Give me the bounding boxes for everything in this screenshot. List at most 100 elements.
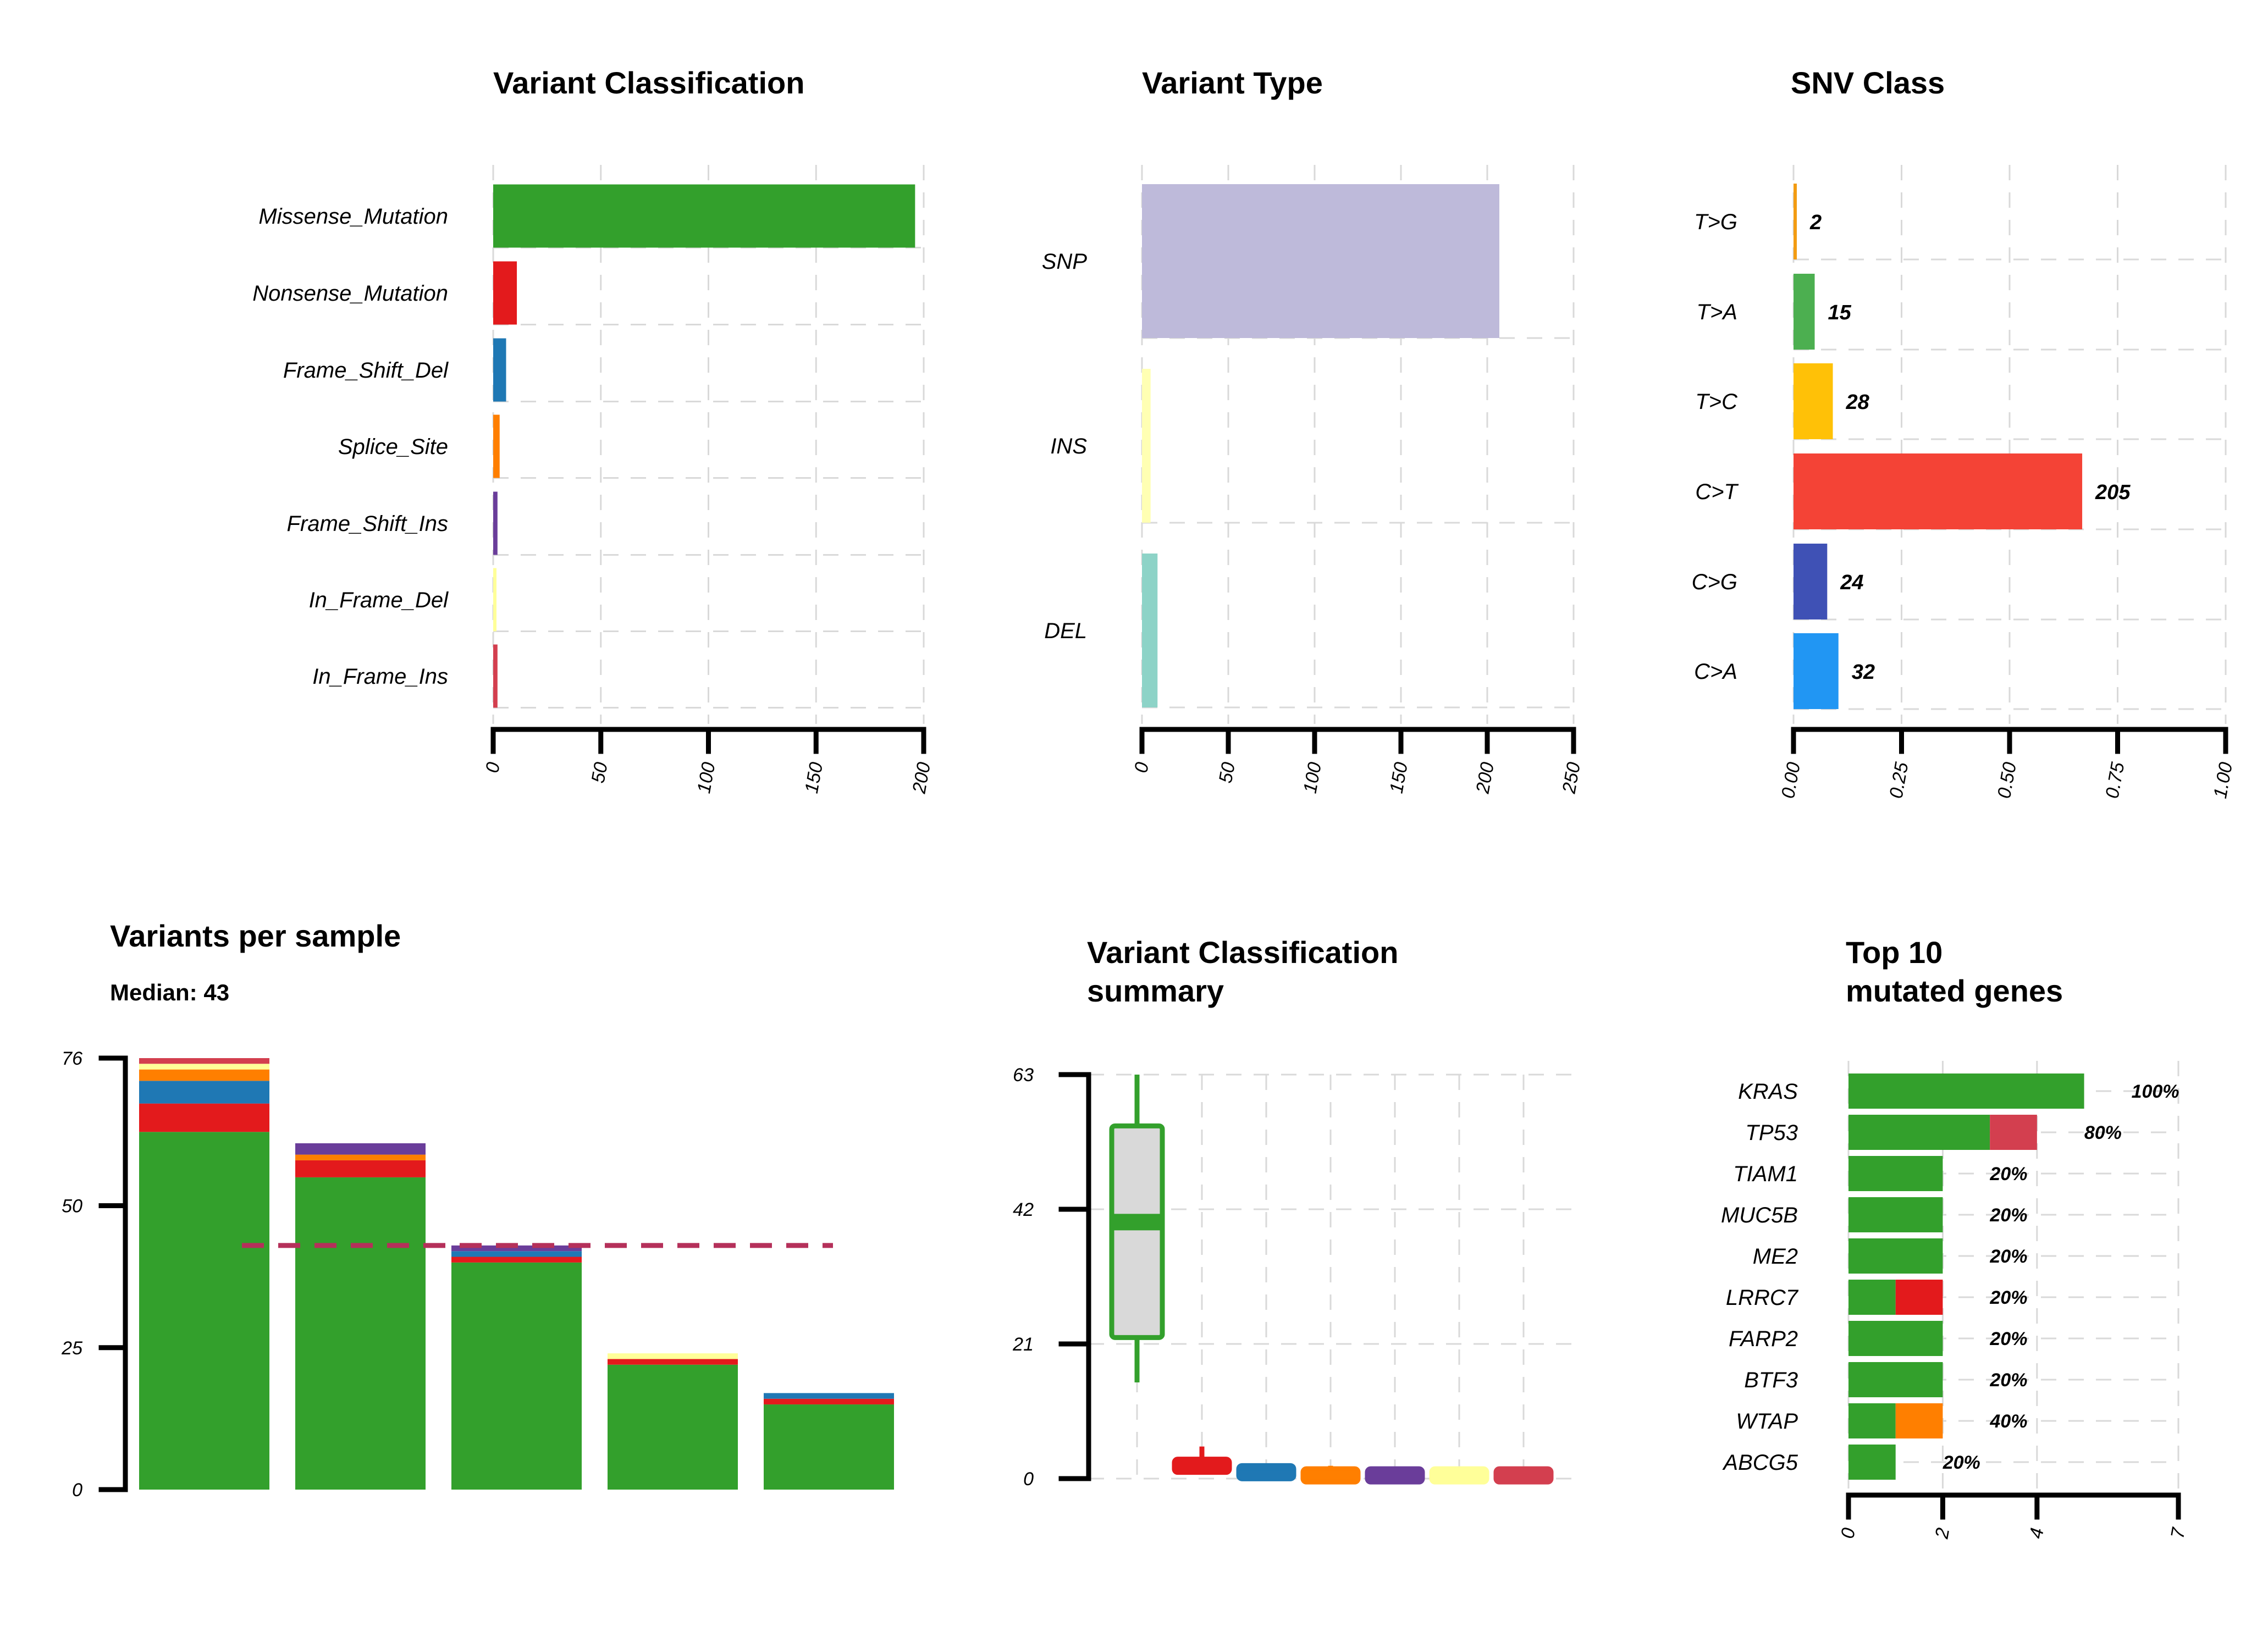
- data-label: 24: [1840, 571, 1863, 594]
- sample-bar-segment-Frame_Shift_Del: [764, 1393, 894, 1399]
- category-label: SNP: [1042, 250, 1088, 274]
- x-tick-label: 0.00: [1778, 761, 1805, 800]
- sample-bar-segment-Splice_Site: [139, 1069, 269, 1081]
- x-tick-label: 150: [801, 761, 827, 795]
- gene-label: BTF3: [1744, 1368, 1798, 1392]
- percent-label: 20%: [1989, 1164, 2027, 1185]
- percent-label: 40%: [1989, 1411, 2027, 1432]
- bar-Frame_Shift_Del: [493, 338, 506, 402]
- x-tick-label: 0: [482, 761, 504, 774]
- x-tick-label: 7: [2167, 1526, 2189, 1540]
- gene-bar-segment-Missense_Mutation: [1848, 1073, 2084, 1109]
- category-label: DEL: [1044, 619, 1087, 643]
- category-label: T>C: [1695, 390, 1738, 414]
- bar-T>C: [1794, 363, 1833, 439]
- gene-label: TIAM1: [1733, 1162, 1798, 1186]
- top10-title-line2: mutated genes: [1846, 973, 2063, 1008]
- y-tick-label: 76: [62, 1048, 82, 1069]
- data-label: 205: [2095, 481, 2131, 504]
- x-tick-label: 200: [1472, 761, 1498, 796]
- sample-bar-segment-Frame_Shift_Del: [451, 1251, 582, 1257]
- sample-bar-segment-Frame_Shift_Del: [139, 1081, 269, 1104]
- percent-label: 80%: [2084, 1122, 2122, 1143]
- x-tick-label: 100: [693, 761, 719, 795]
- snv-class-title: SNV Class: [1791, 65, 1945, 100]
- sample-bar-segment-Missense_Mutation: [451, 1262, 582, 1490]
- variant-classification-chart: Missense_Mutation Nonsense_Mutation Frame_…: [252, 165, 935, 795]
- sample-bar-segment-In_Frame_Ins: [139, 1058, 269, 1064]
- x-tick-label: 250: [1558, 761, 1584, 796]
- vc-summary-title-line1: Variant Classification: [1087, 935, 1398, 970]
- y-tick-label: 0: [1023, 1469, 1034, 1490]
- gene-bar-segment-Nonsense_Mutation: [1895, 1280, 1943, 1315]
- category-label: C>G: [1692, 570, 1737, 594]
- category-label: Missense_Mutation: [258, 204, 448, 229]
- top10-mutated-genes-chart: KRAS 100% TP53 80% TIAM1 20% MUC5B 20% ME2 20% LRR…: [1721, 1061, 2189, 1541]
- data-label: 2: [1809, 211, 1822, 234]
- x-tick-label: 0.25: [1885, 761, 1912, 800]
- gene-label: MUC5B: [1721, 1203, 1798, 1227]
- y-tick-label: 42: [1013, 1199, 1034, 1220]
- bar-SNP: [1142, 184, 1499, 338]
- x-tick-label: 2: [1931, 1526, 1954, 1541]
- box-median-In_Frame_Ins: [1496, 1477, 1551, 1480]
- top10-title-line1: Top 10: [1846, 935, 1943, 970]
- x-tick-label: 200: [908, 761, 934, 796]
- box-median-Frame_Shift_Del: [1239, 1470, 1294, 1474]
- box-median-In_Frame_Del: [1432, 1477, 1487, 1480]
- x-tick-label: 100: [1300, 761, 1326, 795]
- category-label: In_Frame_Ins: [312, 665, 448, 689]
- category-label: C>T: [1695, 480, 1739, 504]
- percent-label: 20%: [1943, 1452, 1980, 1473]
- sample-bar-segment-Nonsense_Mutation: [295, 1160, 426, 1177]
- y-tick-label: 50: [62, 1196, 82, 1217]
- gene-bar-segment-Missense_Mutation: [1848, 1403, 1896, 1438]
- gene-bar-segment-Missense_Mutation: [1848, 1280, 1896, 1315]
- category-label: Frame_Shift_Del: [283, 358, 449, 383]
- category-label: T>A: [1697, 300, 1737, 324]
- bar-Missense_Mutation: [493, 184, 915, 248]
- bar-C>A: [1794, 633, 1839, 709]
- percent-label: 20%: [1989, 1329, 2027, 1349]
- category-label: In_Frame_Del: [309, 588, 449, 612]
- sample-bar-segment-Frame_Shift_Ins: [451, 1245, 582, 1252]
- variant-classification-title: Variant Classification: [493, 65, 804, 100]
- variant-type-chart: SNP INS DEL 0 50 100 150 200 250: [1042, 165, 1585, 795]
- sample-bar-segment-Missense_Mutation: [139, 1132, 269, 1490]
- y-tick-label: 63: [1013, 1065, 1034, 1086]
- variant-type-title: Variant Type: [1142, 65, 1323, 100]
- data-label: 15: [1828, 301, 1852, 324]
- gene-label: LRRC7: [1726, 1286, 1799, 1310]
- gene-bar-segment-Missense_Mutation: [1848, 1156, 1943, 1191]
- category-label: INS: [1050, 434, 1087, 458]
- gene-label: ABCG5: [1722, 1451, 1798, 1475]
- variants-per-sample-chart: 0 25 50 76: [61, 1048, 894, 1501]
- box-median-Splice_Site: [1303, 1470, 1358, 1474]
- box-Missense_Mutation: [1109, 1123, 1165, 1340]
- sample-bar-segment-In_Frame_Del: [608, 1353, 738, 1359]
- x-tick-label: 1.00: [2210, 761, 2237, 800]
- gene-label: FARP2: [1729, 1327, 1798, 1351]
- x-tick-label: 0.50: [1994, 761, 2021, 800]
- category-label: Splice_Site: [338, 435, 448, 459]
- data-label: 32: [1852, 661, 1875, 684]
- sample-bar-segment-In_Frame_Del: [139, 1064, 269, 1070]
- bar-INS: [1142, 369, 1151, 523]
- y-tick-label: 25: [61, 1338, 82, 1359]
- box-median-Frame_Shift_Ins: [1367, 1477, 1422, 1480]
- sample-bar-segment-Splice_Site: [295, 1154, 426, 1160]
- gene-bar-segment-Missense_Mutation: [1848, 1197, 1943, 1232]
- category-label: Nonsense_Mutation: [252, 281, 448, 306]
- bar-T>G: [1794, 184, 1797, 259]
- percent-label: 20%: [1989, 1205, 2027, 1226]
- category-label: C>A: [1694, 660, 1737, 684]
- percent-label: 100%: [2132, 1081, 2179, 1102]
- sample-bar-segment-Frame_Shift_Ins: [295, 1143, 426, 1155]
- sample-bar-segment-Nonsense_Mutation: [451, 1257, 582, 1263]
- gene-bar-segment-Splice_Site: [1895, 1403, 1943, 1438]
- sample-bar-segment-Nonsense_Mutation: [139, 1103, 269, 1132]
- bar-In_Frame_Del: [493, 568, 496, 632]
- gene-bar-segment-Missense_Mutation: [1848, 1321, 1943, 1356]
- variant-classification-summary-chart: 0 21 42 63: [1012, 1065, 1578, 1490]
